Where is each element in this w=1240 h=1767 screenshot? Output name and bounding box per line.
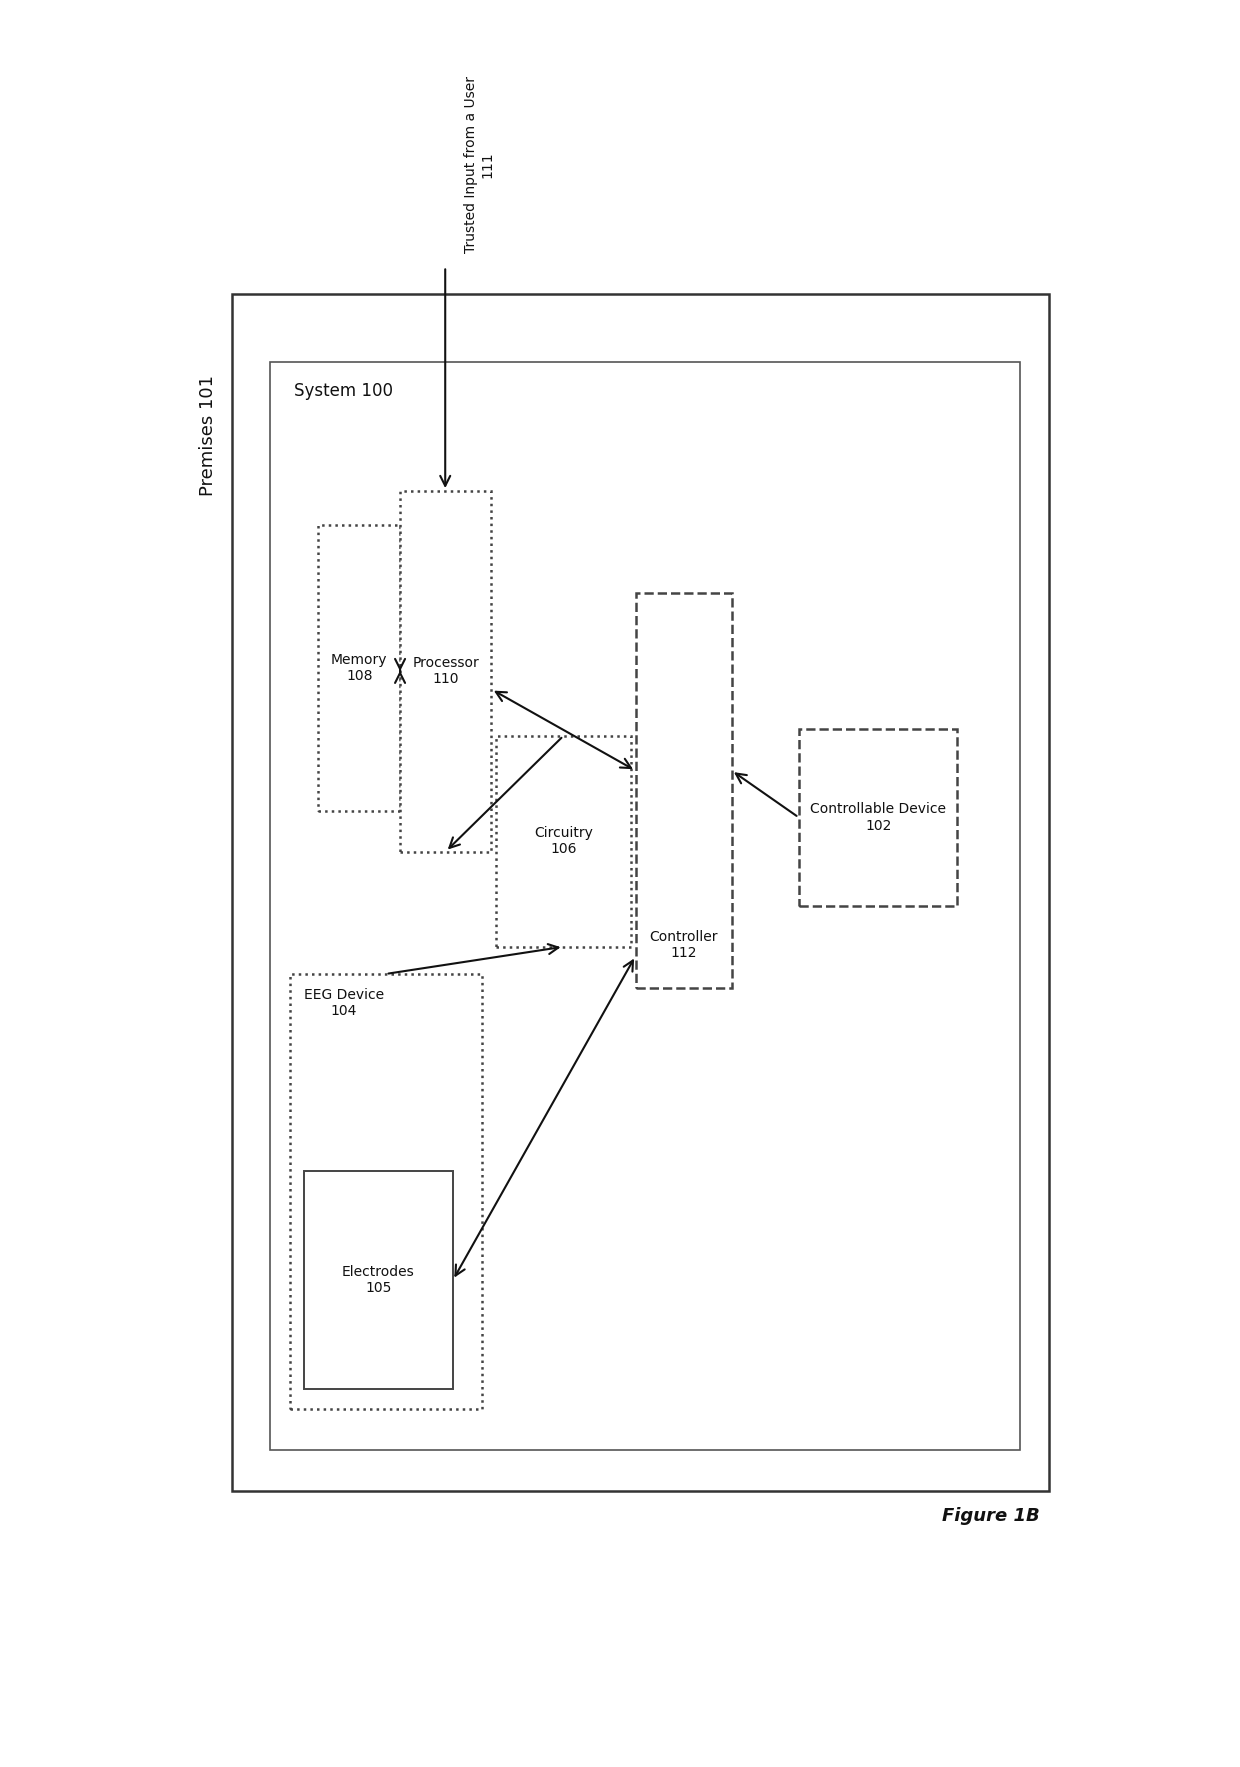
FancyBboxPatch shape bbox=[304, 1172, 453, 1389]
FancyBboxPatch shape bbox=[496, 735, 631, 947]
Text: Processor
110: Processor 110 bbox=[413, 656, 479, 686]
Text: Trusted Input from a User
111: Trusted Input from a User 111 bbox=[465, 76, 495, 253]
Text: Electrodes
105: Electrodes 105 bbox=[342, 1265, 415, 1295]
FancyBboxPatch shape bbox=[319, 525, 401, 811]
Text: Memory
108: Memory 108 bbox=[331, 652, 387, 682]
Text: EEG Device
104: EEG Device 104 bbox=[304, 988, 384, 1018]
Text: Premises 101: Premises 101 bbox=[198, 375, 217, 497]
Text: Controller
112: Controller 112 bbox=[650, 929, 718, 961]
Text: System 100: System 100 bbox=[294, 382, 393, 399]
FancyBboxPatch shape bbox=[290, 974, 481, 1410]
FancyBboxPatch shape bbox=[232, 293, 1049, 1491]
Text: Circuitry
106: Circuitry 106 bbox=[534, 827, 593, 857]
FancyBboxPatch shape bbox=[401, 491, 491, 852]
Text: Figure 1B: Figure 1B bbox=[942, 1507, 1040, 1525]
Text: Controllable Device
102: Controllable Device 102 bbox=[810, 802, 946, 832]
